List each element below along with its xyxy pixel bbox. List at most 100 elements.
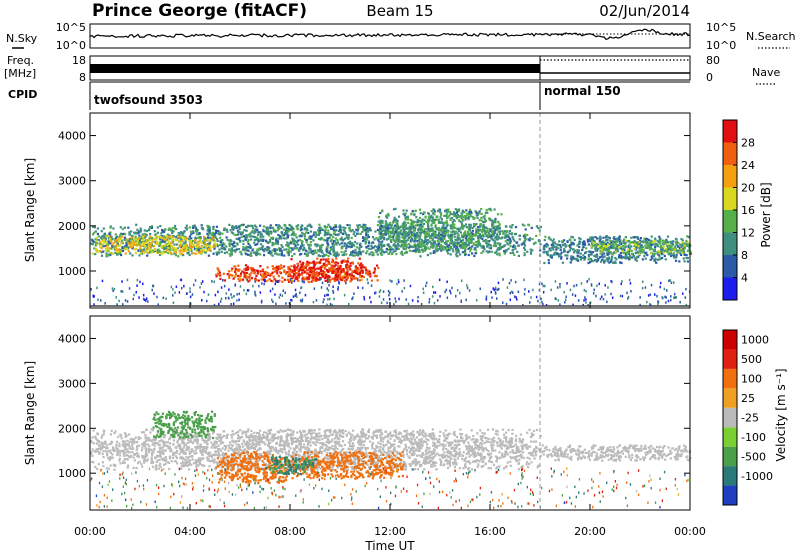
- power-cell: [276, 242, 280, 245]
- power-cell: [252, 235, 255, 238]
- power-cell: [350, 253, 353, 256]
- power-cell: [490, 209, 493, 212]
- power-cell: [506, 243, 509, 246]
- power-cell: [606, 245, 609, 248]
- power-cell: [163, 248, 166, 251]
- power-cell: [450, 231, 453, 234]
- power-cell: [643, 241, 646, 244]
- power-cell: [468, 289, 471, 292]
- power-cell: [343, 276, 346, 279]
- power-cell: [470, 248, 473, 251]
- power-cell: [482, 245, 485, 248]
- power-cell: [225, 292, 228, 295]
- power-cell: [261, 299, 263, 303]
- power-cell: [337, 229, 340, 232]
- power-cell: [424, 248, 428, 251]
- power-cell: [189, 244, 192, 247]
- power-cell: [196, 245, 199, 248]
- power-cell: [100, 246, 103, 250]
- power-cell: [329, 278, 332, 282]
- power-cell: [323, 272, 326, 275]
- power-cell: [226, 230, 229, 233]
- power-cell: [438, 278, 441, 282]
- power-cell: [198, 251, 201, 254]
- power-cell: [363, 239, 366, 242]
- power-cell: [230, 303, 232, 306]
- power-cell: [474, 224, 477, 227]
- power-cell: [287, 278, 290, 281]
- power-cell: [104, 244, 107, 247]
- power-cell: [480, 251, 483, 255]
- power-cell: [674, 241, 678, 244]
- power-cell: [570, 243, 573, 246]
- power-cell: [477, 241, 480, 244]
- power-cell: [403, 226, 406, 229]
- power-cell: [644, 286, 647, 289]
- power-cell: [521, 223, 524, 226]
- power-cell: [509, 225, 512, 228]
- velocity-cell: [216, 433, 219, 436]
- power-cell: [317, 254, 320, 257]
- power-cell: [276, 253, 279, 256]
- power-cell: [135, 291, 137, 294]
- power-cell: [300, 242, 304, 245]
- power-cell: [137, 230, 141, 233]
- power-cell: [430, 234, 433, 238]
- power-cell: [304, 293, 307, 297]
- power-cell: [461, 219, 465, 222]
- power-cell: [310, 266, 313, 270]
- power-cell: [460, 214, 463, 217]
- power-cell: [512, 291, 514, 294]
- power-cell: [312, 233, 315, 237]
- power-cell: [221, 247, 224, 250]
- power-cell: [179, 237, 182, 240]
- power-cell: [443, 231, 446, 234]
- power-cell: [270, 279, 273, 282]
- power-cell: [285, 229, 288, 232]
- power-cell: [328, 280, 331, 283]
- power-cell: [157, 236, 160, 239]
- power-cell: [185, 224, 188, 227]
- power-cell: [644, 241, 647, 244]
- power-cell: [538, 239, 541, 242]
- power-cell: [377, 240, 381, 243]
- power-cell: [441, 231, 444, 234]
- power-cell: [354, 251, 357, 254]
- power-cell: [570, 257, 573, 260]
- power-cell: [509, 245, 512, 248]
- power-cell: [168, 242, 171, 245]
- power-cell: [324, 239, 327, 242]
- power-cell: [387, 212, 390, 216]
- power-cell: [233, 242, 236, 245]
- power-cell: [431, 220, 434, 223]
- power-cell: [602, 259, 605, 262]
- power-cell: [339, 228, 342, 232]
- power-cell: [290, 275, 293, 278]
- power-cell: [405, 298, 407, 301]
- power-cell: [427, 213, 431, 216]
- power-cell: [356, 229, 359, 232]
- power-cell: [378, 248, 381, 251]
- power-cell: [534, 241, 537, 245]
- power-cell: [136, 243, 140, 246]
- power-cell: [139, 280, 141, 284]
- power-cell: [169, 236, 173, 239]
- power-cell: [285, 248, 288, 251]
- power-cell: [596, 254, 599, 257]
- power-cell: [93, 295, 95, 298]
- power-cell: [664, 242, 667, 245]
- power-cell: [168, 247, 172, 250]
- power-cell: [316, 257, 319, 260]
- power-cell: [338, 282, 340, 285]
- power-cell: [233, 233, 236, 236]
- power-cell: [439, 221, 442, 224]
- power-cell: [493, 243, 496, 246]
- power-cell: [212, 245, 215, 248]
- power-cell: [612, 251, 616, 255]
- power-cell: [387, 214, 390, 217]
- power-cell: [211, 280, 213, 283]
- power-cell: [299, 260, 302, 263]
- power-cell: [641, 286, 644, 290]
- power-cell: [312, 269, 315, 272]
- power-cell: [523, 292, 526, 296]
